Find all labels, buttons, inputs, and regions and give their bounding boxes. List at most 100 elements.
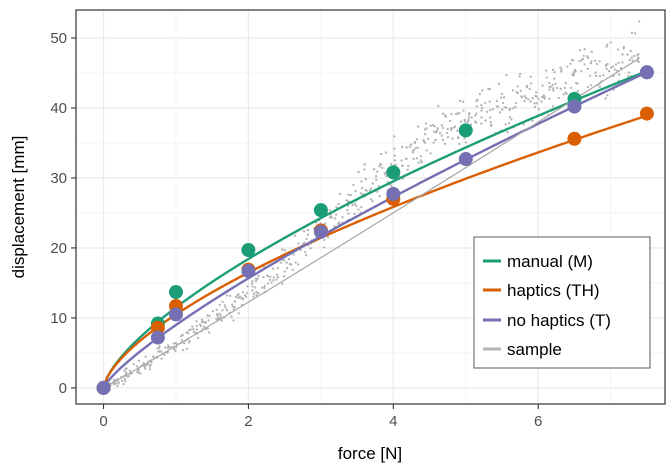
- sample-point: [415, 157, 418, 160]
- y-tick-label: 10: [50, 310, 67, 327]
- x-tick-label: 2: [244, 413, 252, 430]
- sample-point: [156, 347, 159, 350]
- sample-point: [480, 116, 483, 119]
- y-tick-label: 50: [50, 30, 67, 47]
- sample-point: [337, 222, 340, 226]
- sample-point: [282, 275, 286, 278]
- sample-point: [341, 215, 344, 219]
- sample-point: [531, 97, 534, 100]
- sample-point: [207, 319, 210, 322]
- sample-point: [464, 141, 467, 144]
- sample-point: [487, 87, 490, 91]
- sample-point: [618, 73, 621, 76]
- sample-point: [271, 267, 275, 270]
- sample-point: [505, 73, 508, 77]
- sample-point: [283, 249, 287, 252]
- sample-point: [220, 319, 223, 322]
- sample-point: [560, 70, 563, 73]
- sample-point: [260, 286, 264, 289]
- sample-point: [595, 62, 599, 66]
- sample-point: [400, 164, 404, 167]
- sample-point: [480, 109, 483, 112]
- sample-point: [364, 178, 367, 181]
- sample-point: [357, 208, 360, 211]
- sample-point: [626, 53, 629, 56]
- sample-point: [441, 126, 445, 130]
- sample-point: [627, 71, 630, 74]
- sample-point: [384, 151, 388, 154]
- sample-point: [542, 94, 546, 97]
- sample-point: [346, 208, 349, 212]
- sample-point: [569, 62, 572, 65]
- data-point: [150, 320, 165, 335]
- sample-point: [283, 259, 286, 262]
- sample-point: [462, 109, 465, 112]
- sample-point: [446, 135, 450, 139]
- data-point: [386, 165, 401, 180]
- sample-point: [489, 120, 492, 124]
- sample-point: [357, 171, 360, 174]
- sample-point: [263, 286, 266, 290]
- sample-point: [436, 129, 439, 132]
- sample-point: [323, 246, 326, 249]
- sample-point: [238, 295, 242, 298]
- sample-point: [481, 89, 484, 92]
- sample-point: [215, 313, 219, 316]
- sample-point: [463, 137, 466, 140]
- sample-point: [217, 316, 220, 319]
- sample-point: [419, 159, 423, 162]
- sample-point: [299, 248, 302, 252]
- sample-point: [185, 347, 188, 350]
- sample-point: [375, 174, 378, 178]
- sample-point: [188, 339, 191, 343]
- y-tick-label: 20: [50, 240, 67, 257]
- sample-point: [478, 93, 481, 96]
- sample-point: [345, 199, 348, 202]
- sample-point: [294, 261, 297, 264]
- sample-point: [252, 292, 256, 295]
- sample-point: [191, 325, 194, 328]
- sample-point: [372, 168, 376, 171]
- sample-point: [489, 116, 492, 119]
- sample-point: [232, 308, 235, 311]
- sample-point: [389, 183, 392, 187]
- sample-point: [613, 68, 616, 71]
- sample-point: [562, 93, 565, 96]
- sample-point: [475, 105, 479, 108]
- sample-point: [580, 59, 583, 62]
- sample-point: [578, 60, 581, 63]
- sample-point: [598, 60, 601, 63]
- sample-point: [117, 381, 120, 384]
- sample-point: [420, 161, 424, 164]
- sample-point: [527, 98, 530, 101]
- sample-point: [192, 330, 195, 334]
- sample-point: [211, 310, 215, 313]
- sample-point: [160, 350, 163, 353]
- sample-point: [489, 123, 493, 126]
- fit-line: [102, 70, 648, 389]
- sample-point: [632, 54, 636, 58]
- sample-point: [269, 275, 272, 279]
- sample-point: [180, 338, 183, 342]
- sample-point: [237, 312, 240, 315]
- sample-point: [148, 368, 152, 371]
- sample-point: [524, 96, 528, 100]
- sample-point: [468, 111, 471, 115]
- sample-point: [306, 228, 310, 232]
- sample-point: [417, 161, 420, 164]
- sample-point: [123, 377, 126, 381]
- sample-point: [514, 101, 518, 105]
- sample-point: [463, 118, 466, 122]
- sample-point: [555, 86, 559, 90]
- sample-point: [323, 222, 327, 225]
- sample-point: [424, 122, 428, 125]
- sample-point: [458, 142, 461, 146]
- sample-point: [143, 366, 147, 369]
- sample-point: [407, 164, 410, 168]
- sample-point: [518, 75, 521, 78]
- sample-point: [552, 105, 555, 108]
- sample-point: [422, 140, 426, 143]
- sample-point: [251, 280, 254, 283]
- sample-point: [411, 151, 414, 154]
- sample-point: [609, 66, 613, 69]
